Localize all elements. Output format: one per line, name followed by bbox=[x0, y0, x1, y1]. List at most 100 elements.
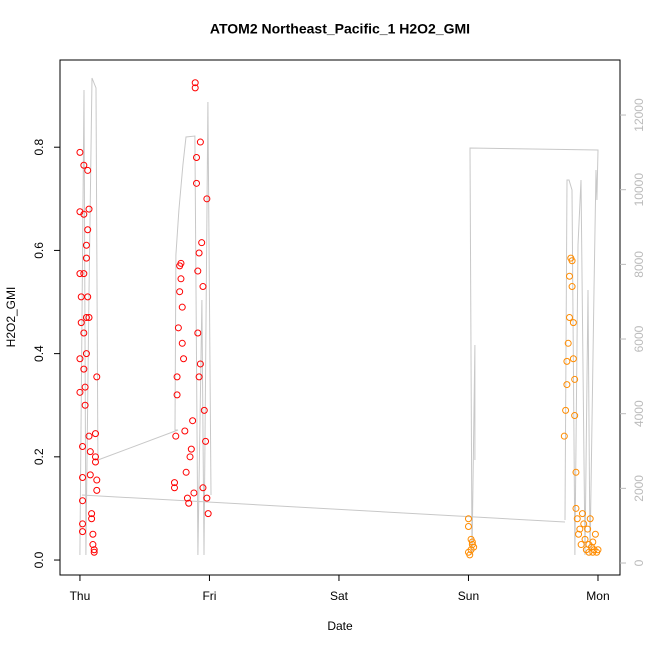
point bbox=[572, 468, 580, 476]
point bbox=[581, 535, 589, 543]
point bbox=[80, 365, 88, 373]
point bbox=[174, 324, 182, 332]
chart-title: ATOM2 Northeast_Pacific_1 H2O2_GMI bbox=[210, 21, 470, 37]
point bbox=[190, 489, 198, 497]
point bbox=[571, 412, 579, 420]
point bbox=[90, 548, 98, 556]
point bbox=[80, 210, 88, 218]
point bbox=[172, 432, 180, 440]
point bbox=[82, 241, 90, 249]
x-tick-label: Thu bbox=[70, 589, 91, 603]
point bbox=[81, 383, 89, 391]
point bbox=[577, 541, 585, 549]
point bbox=[568, 257, 576, 265]
point bbox=[82, 350, 90, 358]
point bbox=[187, 445, 195, 453]
x-tick-label: Fri bbox=[202, 589, 216, 603]
point bbox=[77, 293, 85, 301]
point bbox=[195, 249, 203, 257]
point bbox=[182, 468, 190, 476]
point bbox=[571, 375, 579, 383]
point bbox=[176, 288, 184, 296]
point bbox=[193, 179, 201, 187]
y-axis-label: H2O2_GMI bbox=[4, 287, 18, 348]
point bbox=[173, 391, 181, 399]
point bbox=[76, 148, 84, 156]
point bbox=[189, 417, 197, 425]
point bbox=[196, 360, 204, 368]
point bbox=[563, 381, 571, 389]
x-tick-label: Sat bbox=[330, 589, 349, 603]
point bbox=[196, 138, 204, 146]
point bbox=[194, 329, 202, 337]
y2-tick-label: 12000 bbox=[632, 98, 646, 132]
y-tick-label: 0.6 bbox=[32, 242, 46, 259]
point bbox=[170, 479, 178, 487]
point bbox=[84, 226, 92, 234]
point bbox=[181, 427, 189, 435]
point bbox=[90, 546, 98, 554]
point bbox=[93, 476, 101, 484]
point bbox=[80, 161, 88, 169]
point bbox=[86, 448, 94, 456]
point bbox=[85, 205, 93, 213]
point bbox=[585, 548, 593, 556]
point bbox=[572, 504, 580, 512]
point bbox=[88, 515, 96, 523]
y-tick-label: 0.0 bbox=[32, 551, 46, 568]
point bbox=[565, 272, 573, 280]
point bbox=[464, 522, 472, 530]
point bbox=[177, 275, 185, 283]
point bbox=[569, 319, 577, 327]
point bbox=[177, 259, 185, 267]
point bbox=[560, 432, 568, 440]
point bbox=[186, 453, 194, 461]
point bbox=[564, 339, 572, 347]
point bbox=[76, 388, 84, 396]
point bbox=[563, 357, 571, 365]
point bbox=[82, 254, 90, 262]
point bbox=[191, 79, 199, 87]
point bbox=[93, 373, 101, 381]
point bbox=[594, 546, 602, 554]
y-tick-label: 0.4 bbox=[32, 345, 46, 362]
point bbox=[91, 430, 99, 438]
point bbox=[84, 293, 92, 301]
point bbox=[93, 486, 101, 494]
point bbox=[202, 437, 210, 445]
point bbox=[589, 538, 597, 546]
point bbox=[586, 515, 594, 523]
point bbox=[569, 355, 577, 363]
point bbox=[178, 303, 186, 311]
point bbox=[198, 239, 206, 247]
point bbox=[86, 471, 94, 479]
point bbox=[464, 515, 472, 523]
point bbox=[79, 520, 87, 528]
point bbox=[80, 329, 88, 337]
point bbox=[170, 484, 178, 492]
point bbox=[562, 406, 570, 414]
point bbox=[573, 515, 581, 523]
y2-tick-label: 0 bbox=[632, 559, 646, 566]
point bbox=[178, 339, 186, 347]
point bbox=[204, 510, 212, 518]
point bbox=[76, 270, 84, 278]
line-series bbox=[79, 77, 599, 556]
point bbox=[191, 84, 199, 92]
point bbox=[77, 319, 85, 327]
point bbox=[195, 373, 203, 381]
point bbox=[82, 314, 90, 321]
point bbox=[84, 166, 92, 174]
point bbox=[185, 499, 193, 507]
point bbox=[194, 267, 202, 275]
point bbox=[88, 510, 96, 518]
point bbox=[76, 355, 84, 363]
point bbox=[565, 314, 573, 321]
point bbox=[85, 314, 93, 321]
point bbox=[81, 401, 89, 409]
point bbox=[591, 530, 599, 538]
point bbox=[199, 484, 207, 492]
point bbox=[200, 406, 208, 414]
x-tick-label: Sun bbox=[458, 589, 479, 603]
